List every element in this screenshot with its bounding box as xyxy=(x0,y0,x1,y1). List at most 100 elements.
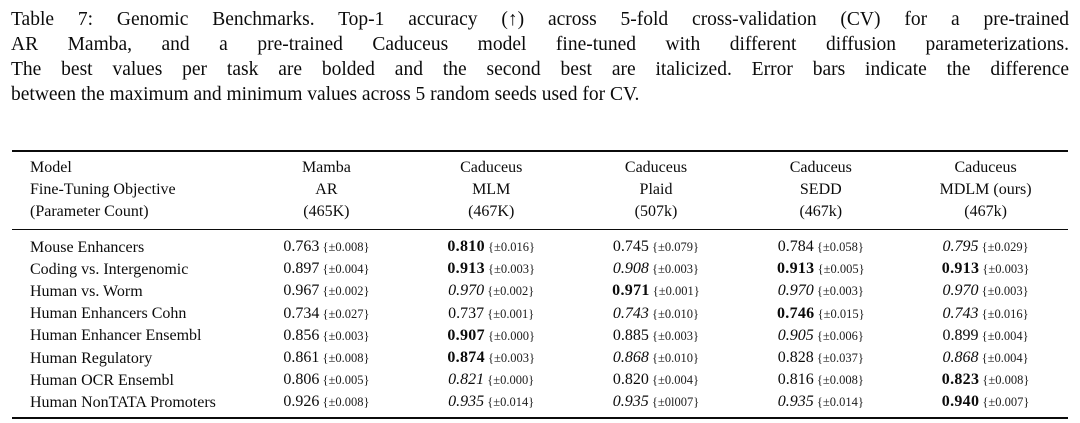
metric-error: {±0.008} xyxy=(979,373,1030,388)
metric-value: 0.856 xyxy=(283,326,320,344)
metric-error: {±0.000} xyxy=(484,328,535,343)
header-model-col: Mamba AR (465K) xyxy=(244,151,409,230)
table-row: Human Enhancer Ensembl 0.856 {±0.003} 0.90… xyxy=(12,325,1068,347)
metric-value: 0.899 xyxy=(942,326,979,344)
header-col-line: Plaid xyxy=(639,181,673,198)
table-row: Coding vs. Intergenomic 0.897 {±0.004} 0.9… xyxy=(12,258,1068,280)
table-figure: Table 7: Genomic Benchmarks. Top-1 accur… xyxy=(0,7,1080,419)
metric-value: 0.763 xyxy=(283,238,320,255)
caption-line: The best values per task are bolded and … xyxy=(11,59,1069,80)
metric-value: 0.828 xyxy=(777,349,814,367)
metric-error: {±0.008} xyxy=(813,373,864,388)
metric-error: {±0.003} xyxy=(484,262,535,277)
metric-cell: 0.908 {±0.003} xyxy=(574,258,739,280)
header-col-line: Caduceus xyxy=(624,159,688,176)
metric-cell: 0.823 {±0.008} xyxy=(903,369,1068,391)
metric-cell: 0.745 {±0.079} xyxy=(574,230,739,259)
header-col-line: (467K) xyxy=(468,203,515,220)
table-body: Mouse Enhancers 0.763 {±0.008} 0.810 {±0.0… xyxy=(12,230,1068,418)
header-col-line: (467k) xyxy=(964,203,1007,220)
header-col-line: Mamba xyxy=(301,159,351,176)
metric-error: {±0.002} xyxy=(319,284,370,299)
metric-cell: 0.856 {±0.003} xyxy=(244,325,409,347)
metric-value: 0.970 xyxy=(942,282,979,300)
metric-cell: 0.810 {±0.016} xyxy=(409,230,574,259)
metric-cell: 0.935 {±0.014} xyxy=(738,391,903,417)
table-row: Human OCR Ensembl 0.806 {±0.005} 0.821 {±0… xyxy=(12,369,1068,391)
metric-error: {±0.003} xyxy=(648,328,700,343)
header-label-line: (Parameter Count) xyxy=(30,203,149,220)
metric-error: {±0.016} xyxy=(978,306,1029,321)
metric-cell: 0.743 {±0.010} xyxy=(574,303,739,325)
metric-cell: 0.885 {±0.003} xyxy=(574,325,739,347)
metric-error: {±0.058} xyxy=(813,240,864,254)
metric-error: {±0.010} xyxy=(648,351,700,366)
metric-value: 0.905 xyxy=(777,326,814,344)
task-label: Human Enhancer Ensembl xyxy=(30,327,202,345)
metric-cell: 0.935 {±0l007} xyxy=(574,391,739,417)
metric-value: 0.970 xyxy=(448,282,485,300)
header-col-line: MDLM (ours) xyxy=(939,181,1032,198)
metric-value: 0.935 xyxy=(612,393,649,411)
metric-error: {±0.003} xyxy=(648,262,700,277)
metric-error: {±0.005} xyxy=(814,262,865,277)
header-row: Model Fine-Tuning Objective (Parameter C… xyxy=(12,151,1068,230)
metric-value: 0.907 xyxy=(447,326,485,344)
header-col-line: Caduceus xyxy=(954,159,1017,176)
header-label-line: Model xyxy=(30,159,72,176)
metric-cell: 0.734 {±0.027} xyxy=(244,303,409,325)
metric-error: {±0.008} xyxy=(319,240,370,254)
task-label: Human OCR Ensembl xyxy=(30,371,174,389)
metric-cell: 0.795 {±0.029} xyxy=(903,230,1068,259)
metric-value: 0.745 xyxy=(612,238,649,255)
metric-cell: 0.935 {±0.014} xyxy=(409,391,574,417)
metric-error: {±0.003} xyxy=(978,284,1029,299)
metric-value: 0.913 xyxy=(776,260,815,278)
metric-error: {±0.015} xyxy=(814,306,865,321)
metric-error: {±0.001} xyxy=(649,284,700,299)
metric-value: 0.821 xyxy=(448,371,485,389)
metric-cell: 0.868 {±0.010} xyxy=(574,347,739,369)
metric-cell: 0.868 {±0.004} xyxy=(903,347,1068,369)
metric-error: {±0.037} xyxy=(813,351,864,366)
metric-error: {±0.079} xyxy=(648,240,700,254)
metric-cell: 0.913 {±0.005} xyxy=(738,258,903,280)
table-row: Human vs. Worm 0.967 {±0.002} 0.970 {±0.00… xyxy=(12,280,1068,302)
table-row: Human Regulatory 0.861 {±0.008} 0.874 {±0.… xyxy=(12,347,1068,369)
metric-cell: 0.907 {±0.000} xyxy=(409,325,574,347)
task-label: Human vs. Worm xyxy=(30,282,143,300)
metric-error: {±0.029} xyxy=(978,240,1029,254)
metric-value: 0.734 xyxy=(283,304,320,322)
metric-error: {±0.003} xyxy=(979,262,1030,277)
metric-cell: 0.897 {±0.004} xyxy=(244,258,409,280)
task-label: Human Enhancers Cohn xyxy=(30,305,187,323)
metric-error: {±0.016} xyxy=(484,240,535,254)
metric-value: 0.743 xyxy=(612,304,649,322)
metric-value: 0.868 xyxy=(612,349,649,367)
metric-cell: 0.763 {±0.008} xyxy=(244,230,409,259)
metric-value: 0.897 xyxy=(283,260,320,278)
metric-value: 0.806 xyxy=(283,371,320,389)
metric-value: 0.913 xyxy=(941,260,980,278)
header-model-col: Caduceus MDLM (ours) (467k) xyxy=(903,151,1068,230)
metric-cell: 0.806 {±0.005} xyxy=(244,369,409,391)
metric-cell: 0.816 {±0.008} xyxy=(738,369,903,391)
metric-error: {±0l007} xyxy=(648,395,700,410)
header-col-line: (467k) xyxy=(799,203,843,220)
task-label: Human Regulatory xyxy=(30,349,153,367)
metric-cell: 0.905 {±0.006} xyxy=(738,325,903,347)
header-model-col: Caduceus Plaid (507k) xyxy=(573,151,739,230)
header-col-line: MLM xyxy=(472,181,511,198)
metric-value: 0.885 xyxy=(612,326,649,344)
metric-value: 0.737 xyxy=(448,304,485,322)
metric-cell: 0.913 {±0.003} xyxy=(409,258,574,280)
metric-error: {±0.002} xyxy=(484,284,535,299)
metric-cell: 0.784 {±0.058} xyxy=(738,230,903,259)
metric-cell: 0.820 {±0.004} xyxy=(574,369,739,391)
metric-cell: 0.967 {±0.002} xyxy=(244,280,409,302)
header-col-line: AR xyxy=(315,181,338,198)
metric-error: {±0.003} xyxy=(319,328,370,343)
metric-error: {±0.004} xyxy=(648,373,700,388)
header-col-line: Caduceus xyxy=(460,159,523,176)
caption-line: between the maximum and minimum values a… xyxy=(11,84,640,105)
